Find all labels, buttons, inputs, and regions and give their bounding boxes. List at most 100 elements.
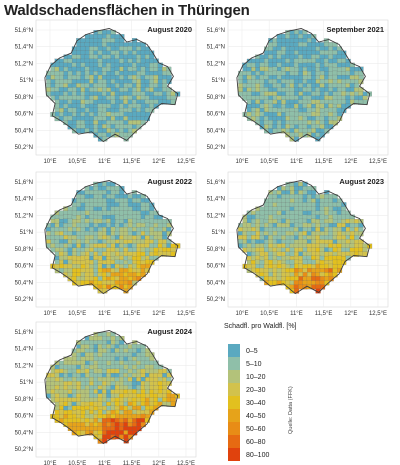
district-cell bbox=[89, 91, 95, 97]
legend: Schadfl. pro Waldfl. [%] 0–5 5–10 10–20 20–3… bbox=[224, 323, 297, 461]
district-cell bbox=[136, 268, 142, 273]
legend-title: Schadfl. pro Waldfl. [%] bbox=[224, 323, 297, 330]
district-cell bbox=[315, 276, 321, 282]
district-cell bbox=[272, 107, 278, 113]
x-tick-label: 12°E bbox=[152, 159, 165, 165]
district-cell bbox=[50, 235, 56, 241]
district-cell bbox=[341, 243, 347, 249]
district-cell bbox=[268, 202, 274, 208]
district-cell bbox=[84, 190, 90, 196]
district-cell bbox=[281, 235, 287, 241]
district-cell bbox=[127, 83, 133, 89]
district-cell bbox=[341, 103, 347, 109]
district-cell bbox=[289, 259, 295, 265]
district-cell bbox=[319, 50, 325, 56]
panel-label: August 2022 bbox=[147, 177, 192, 186]
district-cell bbox=[259, 267, 265, 273]
district-cell bbox=[272, 259, 278, 265]
district-cell bbox=[59, 372, 65, 378]
district-cell bbox=[119, 364, 125, 370]
district-cell bbox=[311, 79, 317, 85]
district-cell bbox=[276, 206, 283, 212]
district-cell bbox=[71, 66, 77, 72]
district-cell bbox=[123, 397, 129, 403]
district-cell bbox=[153, 368, 159, 374]
legend-swatch bbox=[228, 409, 240, 422]
district-cell bbox=[268, 62, 274, 68]
district-cell bbox=[328, 218, 334, 224]
district-cell bbox=[97, 409, 103, 415]
x-tick-label: 12°E bbox=[344, 159, 357, 165]
district-cell bbox=[319, 210, 325, 216]
district-cell bbox=[127, 124, 133, 130]
y-tick-label: 50,6°N bbox=[15, 264, 33, 270]
district-cell bbox=[332, 50, 338, 56]
district-cell bbox=[80, 50, 86, 56]
district-cell bbox=[71, 79, 77, 85]
district-cell bbox=[293, 71, 300, 76]
district-cell bbox=[131, 389, 138, 395]
district-cell bbox=[46, 385, 52, 391]
district-cell bbox=[140, 202, 146, 208]
district-cell bbox=[319, 243, 325, 249]
district-cell bbox=[76, 239, 82, 245]
district-cell bbox=[289, 128, 295, 134]
district-cell bbox=[153, 231, 159, 237]
district-cell bbox=[311, 259, 317, 265]
district-cell bbox=[114, 58, 120, 64]
district-cell bbox=[140, 397, 146, 403]
district-cell bbox=[302, 272, 308, 278]
y-tick-label: 51,2°N bbox=[15, 213, 33, 219]
district-cell bbox=[63, 231, 69, 236]
y-tick-label: 50,8°N bbox=[15, 397, 33, 403]
district-cell bbox=[136, 206, 142, 212]
district-cell bbox=[97, 340, 103, 345]
district-cell bbox=[84, 83, 90, 88]
district-cell bbox=[58, 87, 64, 93]
district-cell bbox=[97, 103, 103, 109]
district-cell bbox=[88, 335, 95, 341]
legend-swatch bbox=[228, 396, 240, 409]
district-cell bbox=[106, 185, 112, 191]
district-cell bbox=[119, 74, 125, 80]
district-cell bbox=[315, 206, 321, 212]
district-cell bbox=[63, 66, 69, 72]
district-cell bbox=[101, 222, 107, 228]
district-cell bbox=[302, 95, 308, 101]
district-cell bbox=[319, 280, 325, 286]
district-cell bbox=[145, 255, 151, 261]
district-cell bbox=[140, 58, 146, 64]
district-cell bbox=[106, 356, 112, 362]
district-cell bbox=[328, 206, 334, 212]
y-tick-label: 51,4°N bbox=[15, 45, 33, 51]
district-cell bbox=[131, 426, 138, 432]
district-cell bbox=[153, 247, 159, 253]
district-cell bbox=[67, 385, 73, 391]
district-cell bbox=[293, 103, 299, 109]
district-cell bbox=[144, 247, 151, 253]
y-tick-label: 51°N bbox=[20, 380, 33, 386]
district-cell bbox=[80, 66, 86, 72]
district-cell bbox=[302, 87, 308, 93]
district-cell bbox=[101, 42, 108, 48]
legend-label: 80–100 bbox=[246, 452, 269, 459]
district-cell bbox=[101, 422, 108, 427]
district-cell bbox=[263, 264, 269, 270]
district-cell bbox=[306, 87, 312, 93]
district-cell bbox=[157, 87, 163, 93]
district-cell bbox=[149, 243, 155, 249]
district-cell bbox=[362, 243, 368, 249]
y-tick-label: 50,6°N bbox=[15, 112, 33, 118]
district-cell bbox=[119, 111, 125, 117]
district-cell bbox=[102, 202, 108, 208]
district-cell bbox=[349, 83, 355, 88]
district-cell bbox=[67, 247, 73, 253]
legend-swatch bbox=[228, 448, 240, 461]
district-cell bbox=[123, 417, 129, 423]
x-tick-label: 12°E bbox=[344, 311, 357, 317]
x-tick-label: 10,5°E bbox=[260, 311, 278, 317]
district-cell bbox=[67, 115, 73, 121]
district-cell bbox=[101, 91, 107, 97]
district-cell bbox=[157, 83, 163, 89]
district-cell bbox=[315, 62, 321, 68]
